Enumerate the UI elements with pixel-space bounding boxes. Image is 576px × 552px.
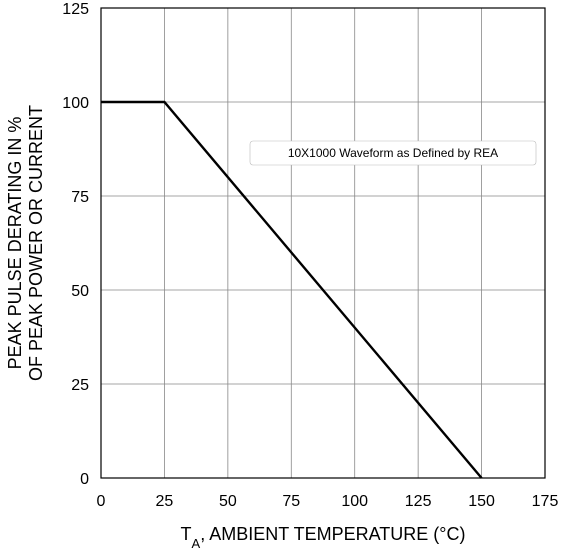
x-axis-label-subscript: A — [192, 536, 201, 551]
y-tick-label-25: 25 — [71, 377, 89, 394]
y-axis-label-line1: PEAK PULSE DERATING IN % — [5, 117, 25, 370]
derating-curve — [101, 100, 483, 479]
y-tick-label-50: 50 — [71, 283, 89, 300]
x-axis-label: TA, AMBIENT TEMPERATURE (°C) — [181, 524, 466, 551]
x-tick-label-0: 0 — [97, 493, 106, 510]
x-tick-label-25: 25 — [156, 493, 174, 510]
x-tick-label-100: 100 — [341, 493, 368, 510]
x-tick-label-50: 50 — [219, 493, 237, 510]
y-tick-label-125: 125 — [62, 1, 89, 18]
annotation-box: 10X1000 Waveform as Defined by REA — [249, 140, 537, 166]
x-axis-label-rest: , AMBIENT TEMPERATURE (°C) — [200, 524, 465, 544]
y-axis-label-line2: OF PEAK POWER OR CURRENT — [26, 105, 46, 381]
y-tick-labels: 0 25 50 75 100 125 — [62, 1, 89, 488]
annotation-text: 10X1000 Waveform as Defined by REA — [288, 146, 498, 160]
x-tick-label-75: 75 — [282, 493, 300, 510]
y-tick-label-100: 100 — [62, 95, 89, 112]
x-tick-label-125: 125 — [405, 493, 432, 510]
grid — [101, 8, 545, 478]
x-tick-label-150: 150 — [468, 493, 495, 510]
x-tick-label-175: 175 — [532, 493, 559, 510]
x-axis-label-main: T — [181, 524, 192, 544]
y-tick-label-0: 0 — [80, 471, 89, 488]
y-tick-label-75: 75 — [71, 189, 89, 206]
x-tick-labels: 0 25 50 75 100 125 150 175 — [97, 493, 559, 510]
plot-frame — [100, 7, 546, 479]
annotation-background — [249, 140, 537, 166]
